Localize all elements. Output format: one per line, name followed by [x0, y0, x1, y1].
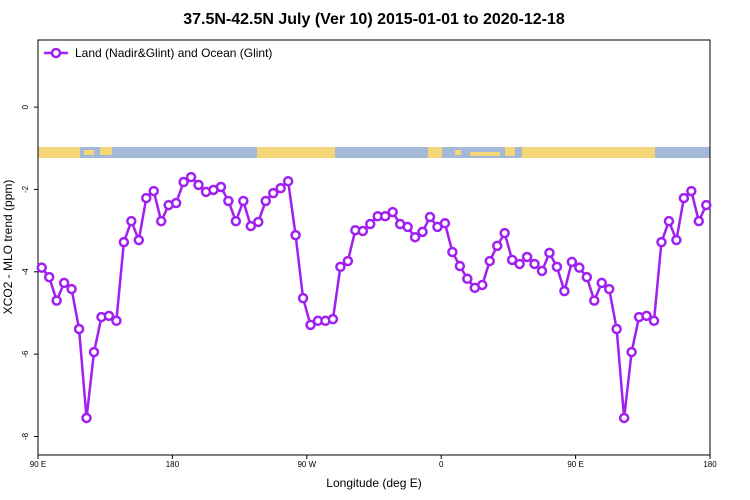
data-point [402, 221, 413, 233]
data-point [327, 313, 339, 325]
data-point [648, 315, 660, 327]
data-point [574, 262, 585, 273]
data-point [626, 346, 637, 358]
y-tick-label: 0 [21, 104, 30, 109]
data-point [514, 258, 525, 270]
data-point [73, 323, 85, 335]
data-point [230, 215, 242, 227]
data-point [118, 236, 130, 248]
data-point [491, 240, 503, 252]
data-point [111, 315, 122, 327]
data-point [178, 176, 189, 188]
x-tick-label: 90 W [297, 460, 316, 469]
data-point [462, 273, 473, 285]
data-point [126, 215, 137, 227]
data-point [499, 227, 510, 239]
data-point [618, 412, 630, 424]
data-point [678, 192, 690, 204]
y-axis-label: XCO2 - MLO trend (ppm) [1, 180, 15, 315]
data-point [477, 279, 488, 291]
data-point [335, 261, 346, 273]
data-point [43, 271, 55, 283]
legend: Land (Nadir&Glint) and Ocean (Glint) [44, 46, 272, 60]
data-point [581, 271, 593, 283]
data-point [148, 185, 159, 197]
data-point [260, 195, 271, 207]
data-point [133, 234, 145, 246]
data-point [170, 197, 182, 209]
data-point [671, 234, 682, 246]
data-point [611, 323, 622, 335]
x-tick-label: 0 [439, 460, 444, 469]
data-point [566, 256, 578, 268]
data-point [155, 215, 167, 227]
data-point [193, 179, 204, 191]
data-point [417, 226, 428, 238]
data-point [51, 295, 62, 306]
data-point [484, 255, 495, 267]
data-point [603, 283, 615, 295]
data-point [245, 220, 257, 232]
data-point [686, 185, 697, 197]
data-point [544, 247, 555, 259]
data-point [282, 175, 294, 187]
data-point [506, 254, 518, 266]
y-tick-label: -6 [21, 350, 30, 358]
plot-frame [37, 39, 711, 456]
data-point [342, 255, 354, 267]
data-point [379, 210, 391, 222]
data-point [409, 231, 421, 243]
x-tick-label: 180 [703, 460, 717, 469]
x-tick-label: 180 [166, 460, 180, 469]
data-point [223, 195, 234, 207]
data-point [297, 292, 309, 304]
data-point [253, 216, 264, 228]
data-point [424, 211, 436, 223]
data-point [290, 229, 301, 241]
x-tick-label: 90 E [567, 460, 583, 469]
data-point [103, 310, 115, 322]
legend-label: Land (Nadir&Glint) and Ocean (Glint) [75, 46, 272, 60]
chart-title: 37.5N-42.5N July (Ver 10) 2015-01-01 to … [183, 11, 565, 28]
data-point [185, 171, 197, 183]
data-point [357, 225, 369, 237]
land-ocean-strip [38, 147, 710, 158]
y-tick-label: -8 [21, 432, 30, 440]
data-point [439, 217, 451, 229]
data-point [141, 192, 152, 204]
data-point [529, 258, 540, 270]
y-tick-label: -4 [21, 268, 30, 276]
data-point [58, 277, 70, 289]
data-point [536, 265, 548, 277]
data-point [88, 346, 100, 358]
data-point [238, 195, 249, 207]
data-point [641, 310, 652, 322]
data-point [387, 206, 398, 218]
data-point [81, 412, 92, 424]
data-point [656, 236, 667, 248]
data-point [66, 283, 77, 295]
x-tick-label: 90 E [30, 460, 46, 469]
data-point [305, 319, 316, 331]
data-point [663, 215, 675, 227]
data-point [365, 218, 376, 230]
data-point [275, 182, 286, 194]
data-point [693, 215, 705, 227]
x-axis-label: Longitude (deg E) [326, 476, 421, 490]
data-point [559, 285, 570, 297]
data-point [267, 187, 279, 199]
data-point [551, 261, 563, 273]
data-point [454, 260, 466, 272]
y-tick-label: -2 [21, 185, 30, 193]
data-point [596, 277, 607, 289]
data-point [701, 199, 712, 211]
data-point [215, 181, 227, 193]
data-point [521, 251, 533, 263]
data-point [36, 262, 47, 273]
data-point [589, 295, 600, 306]
legend-marker [50, 47, 62, 59]
data-point [447, 246, 458, 258]
